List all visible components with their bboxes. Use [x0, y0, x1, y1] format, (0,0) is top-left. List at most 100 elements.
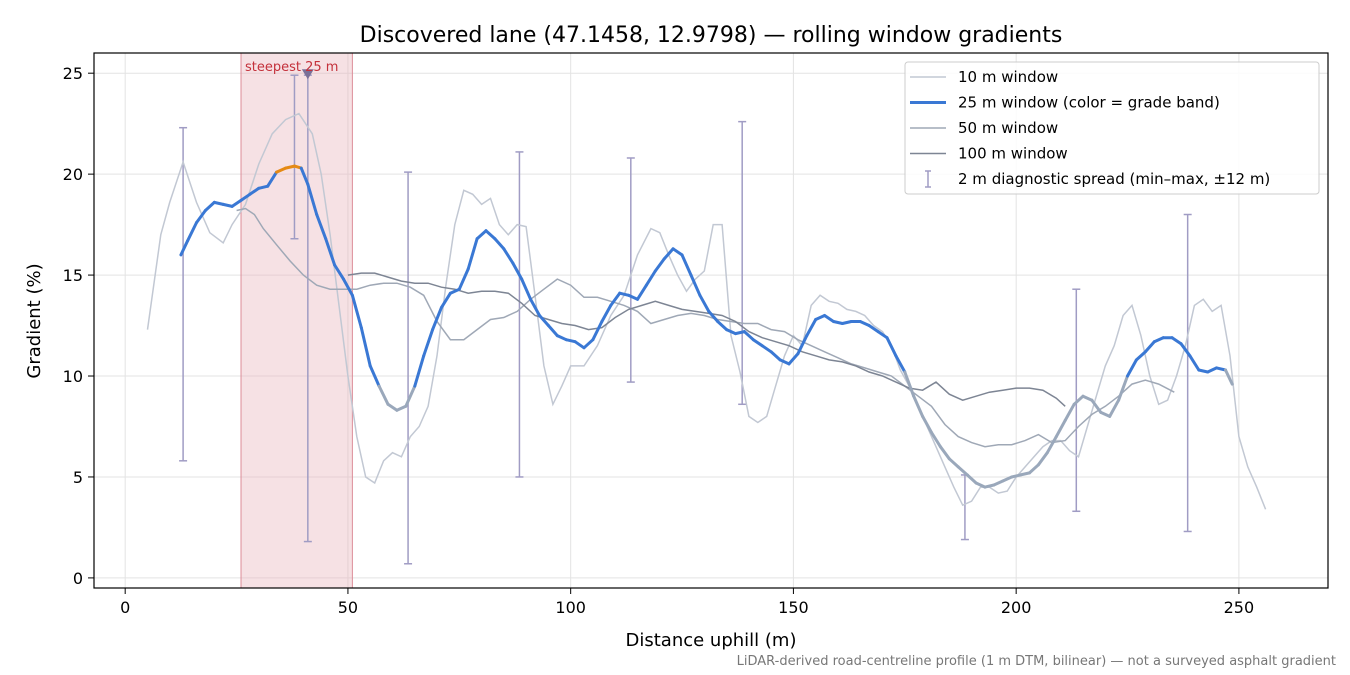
series-25m-segment — [1036, 451, 1049, 467]
series-25m-segment — [921, 414, 933, 434]
series-25m-segment — [493, 237, 506, 251]
series-25m-segment — [179, 239, 190, 257]
series-25m-segment — [1045, 435, 1058, 455]
x-tick-label: 0 — [120, 598, 130, 617]
legend-label: 2 m diagnostic spread (min–max, ±12 m) — [958, 170, 1270, 188]
series-25m-segment — [680, 253, 693, 277]
series-25m-segment — [342, 277, 354, 297]
series-25m-segment — [404, 384, 417, 408]
series-25m-segment — [992, 479, 1005, 487]
legend-label: 100 m window — [958, 145, 1068, 163]
series-lines — [146, 112, 1267, 510]
series-25m-segment — [644, 269, 657, 287]
series-25m-segment — [221, 202, 234, 208]
series-25m-segment — [257, 184, 270, 190]
errorbar — [738, 120, 747, 406]
series-25m-segment — [814, 314, 827, 321]
series-25m-segment — [1090, 398, 1103, 414]
series-25m-segment — [1152, 336, 1165, 344]
legend-entry: 50 m window — [910, 119, 1058, 137]
series-25m-segment — [1224, 368, 1234, 386]
series-25m-segment — [805, 318, 818, 338]
series-25m-segment — [903, 370, 916, 398]
series-25m-segment — [742, 330, 755, 342]
legend-box — [904, 61, 1320, 195]
series-25m-segment — [324, 237, 337, 267]
y-axis-ticks: 0 5 10 15 20 25 — [63, 64, 94, 588]
series-25m-segment — [947, 457, 960, 469]
series-25m-segment — [832, 320, 844, 325]
series-25m-segment — [1001, 475, 1014, 483]
x-tick-label: 250 — [1224, 598, 1255, 617]
steepest-label: steepest 25 m — [245, 60, 338, 75]
series-25m-segment — [1197, 368, 1210, 374]
series-25m-segment — [1188, 354, 1201, 372]
series-25m-segment — [520, 277, 533, 301]
series-25m-segment — [306, 182, 319, 216]
series-25m-segment — [662, 247, 675, 261]
series-25m-segment — [734, 330, 746, 336]
series-25m-segment — [974, 481, 987, 489]
series-25m-segment — [431, 305, 443, 332]
series-25m-segment — [1019, 471, 1031, 477]
series-25m-segment — [894, 354, 907, 374]
series-25m-segment — [1108, 398, 1121, 418]
plot-frame — [93, 52, 1329, 589]
series-25m-segment — [448, 287, 461, 295]
series-25m-segment — [350, 293, 363, 330]
series-25m-segment — [266, 170, 279, 188]
errorbar — [515, 151, 524, 478]
legend: 10 m window 25 m window (color = grade ba… — [904, 61, 1320, 195]
series-25m-segment — [529, 297, 541, 317]
series-25m-segment — [368, 364, 381, 388]
series-25m-segment — [636, 283, 648, 301]
series-25m-segment — [787, 352, 800, 366]
series-25m-segment — [502, 247, 515, 265]
series-25m-segment — [769, 350, 782, 362]
series-25m-segment — [671, 247, 684, 257]
legend-entry: 25 m window (color = grade band) — [910, 94, 1220, 112]
legend-label: 25 m window (color = grade band) — [958, 94, 1220, 112]
y-axis-label: Gradient (%) — [24, 263, 45, 378]
series-25m-segment — [867, 324, 880, 334]
series-25m-segment — [930, 431, 942, 449]
series-25m-segment — [422, 328, 435, 358]
series-25m-segment — [823, 314, 835, 323]
steepest-marker — [301, 69, 314, 80]
errorbar — [404, 171, 413, 565]
series-25m-line — [179, 164, 1234, 489]
series-25m-segment — [284, 164, 296, 170]
series-25m-segment — [1081, 394, 1094, 402]
series-25m-segment — [591, 320, 604, 342]
series-25m-segment — [395, 404, 408, 412]
series-25m-segment — [1010, 473, 1023, 479]
series-25m-segment — [1054, 418, 1067, 439]
series-25m-segment — [983, 483, 996, 489]
legend-label: 10 m window — [958, 68, 1058, 86]
series-25m-segment — [1072, 394, 1085, 406]
series-25m-segment — [698, 293, 711, 313]
series-25m-segment — [315, 213, 328, 241]
series-25m-segment — [386, 402, 399, 412]
series-25m-segment — [1126, 358, 1138, 378]
x-tick-label: 100 — [555, 598, 586, 617]
x-tick-label: 50 — [338, 598, 358, 617]
y-tick-label: 0 — [73, 569, 83, 588]
series-25m-segment — [725, 328, 737, 336]
series-25m-segment — [1143, 340, 1156, 354]
series-25m-segment — [564, 338, 577, 344]
x-tick-label: 150 — [778, 598, 809, 617]
series-25m-segment — [1028, 463, 1040, 475]
series-25m-segment — [538, 314, 550, 327]
series-25m-segment — [186, 221, 198, 243]
series-25m-segment — [627, 293, 639, 301]
series-25m-segment — [600, 303, 613, 323]
series-25m-segment — [466, 237, 479, 271]
series-25m-segment — [484, 229, 497, 241]
series-25m-segment — [413, 354, 426, 388]
series-25m-segment — [885, 336, 898, 358]
legend-entry: 100 m window — [910, 145, 1068, 163]
diagnostic-spread-errorbars — [179, 74, 1192, 565]
series-25m-segment — [511, 261, 524, 281]
